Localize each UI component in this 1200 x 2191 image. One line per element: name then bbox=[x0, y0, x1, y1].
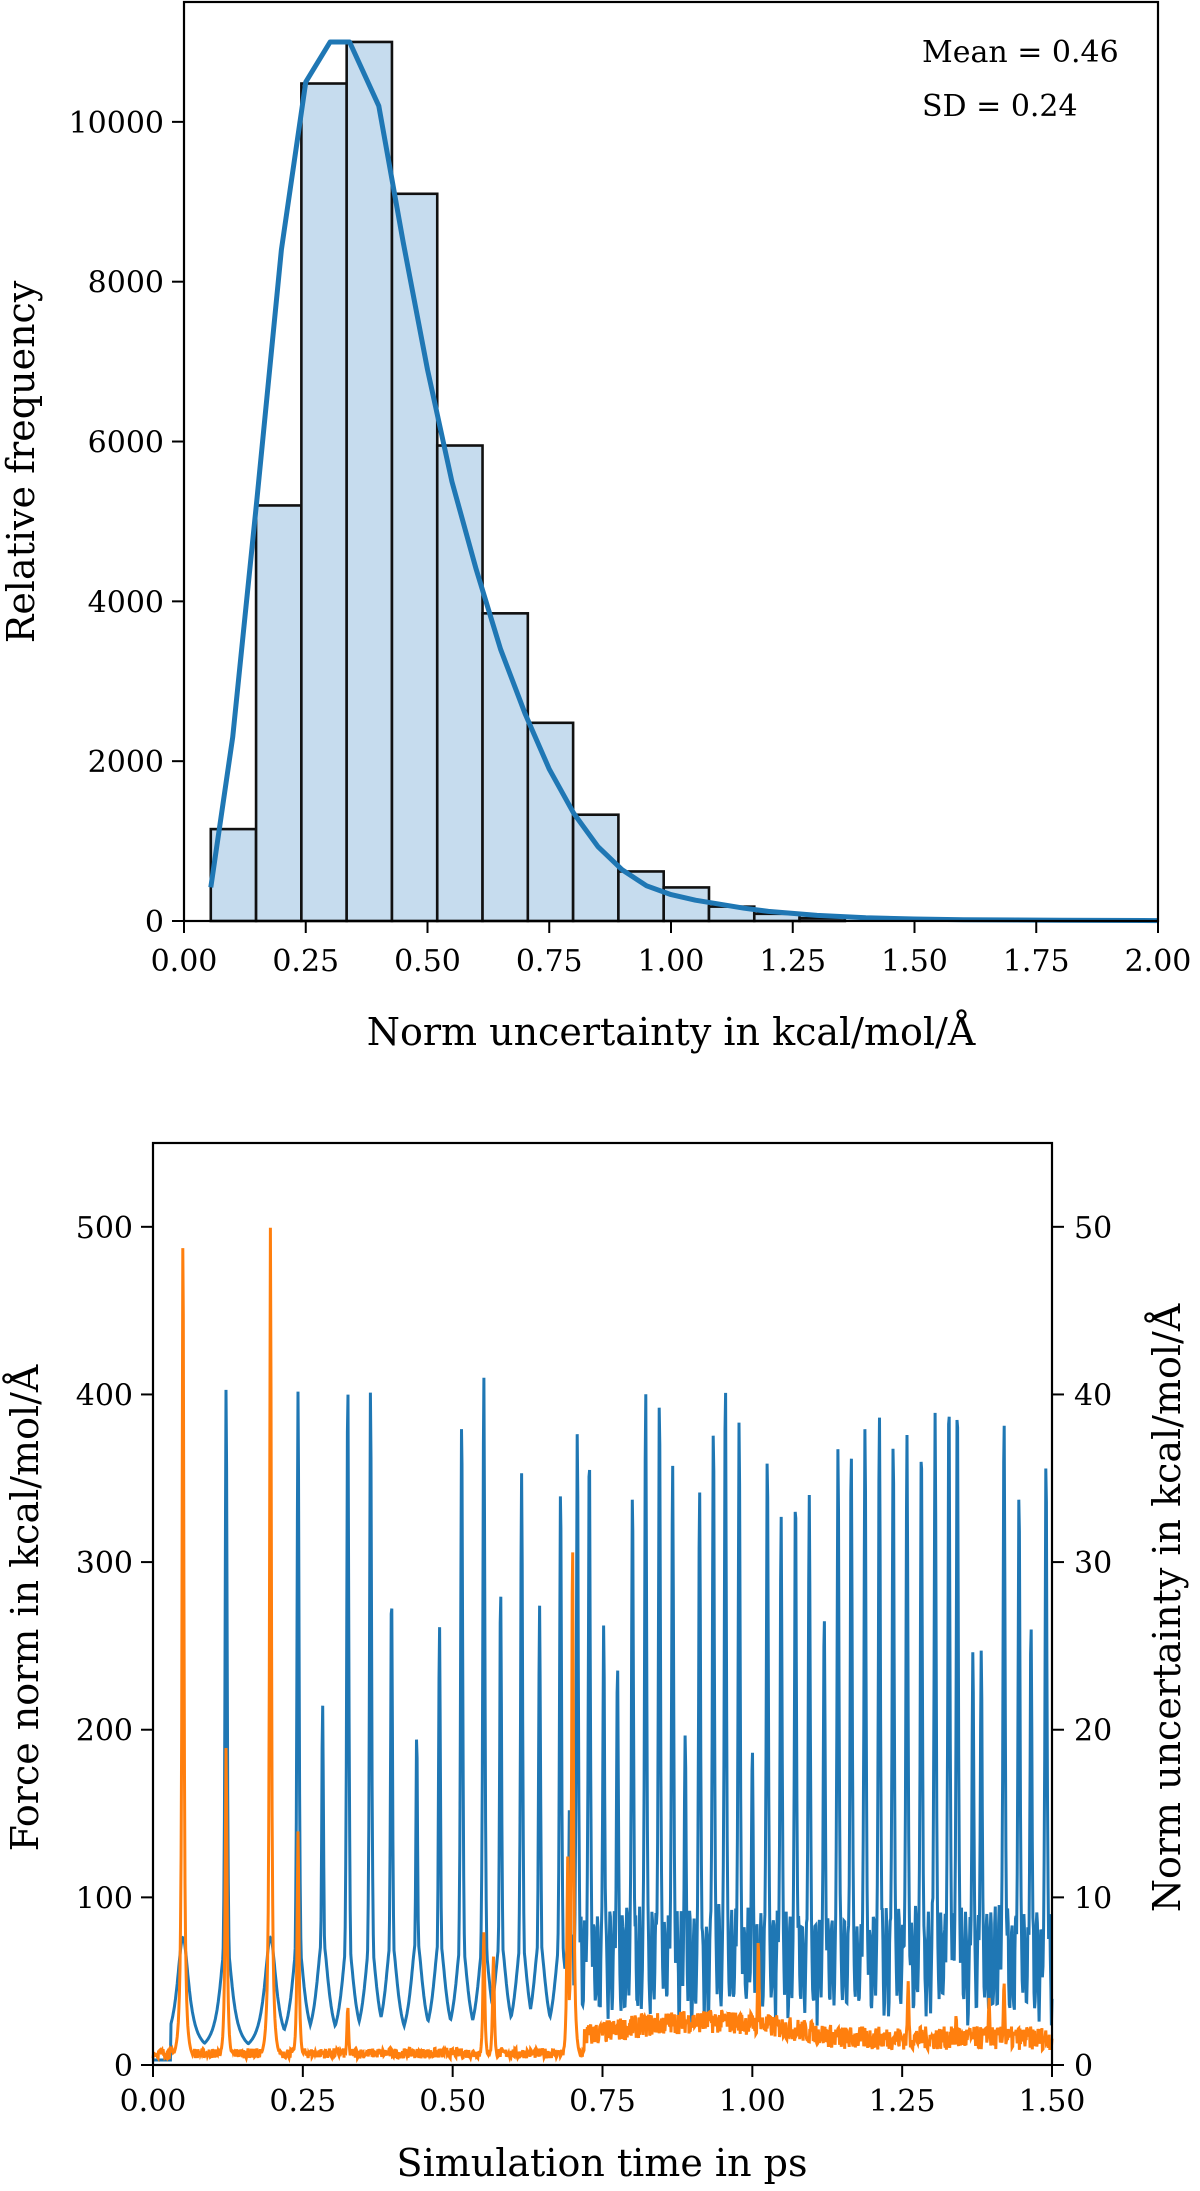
histogram-bar-2 bbox=[300, 82, 348, 923]
histogram-y-tick-label-1: 2000 bbox=[88, 745, 164, 780]
histogram-x-tick-label-4: 1.00 bbox=[638, 944, 705, 979]
timeseries-x-tick-label-0: 0.00 bbox=[120, 2084, 187, 2119]
histogram-x-tick-label-1: 0.25 bbox=[272, 944, 339, 979]
timeseries-left-tick-label-2: 200 bbox=[76, 1714, 133, 1749]
timeseries-x-tick-label-5: 1.25 bbox=[869, 2084, 936, 2119]
timeseries-right-y-axis-label: Norm uncertainty in kcal/mol/Å bbox=[1145, 1303, 1189, 1912]
histogram-bar-1 bbox=[254, 504, 303, 923]
timeseries-x-tick-label-2: 0.50 bbox=[419, 2084, 486, 2119]
timeseries-right-tick-label-2: 20 bbox=[1074, 1714, 1112, 1749]
timeseries-right-tick-label-4: 40 bbox=[1074, 1378, 1112, 1413]
timeseries-left-tick-label-4: 400 bbox=[76, 1378, 133, 1413]
timeseries-right-y-ticks: 0 10 20 30 40 50 bbox=[1052, 1211, 1112, 2084]
histogram-bar-9 bbox=[617, 870, 665, 923]
histogram-x-tick-label-3: 0.75 bbox=[516, 944, 583, 979]
timeseries-left-tick-label-3: 300 bbox=[76, 1546, 133, 1581]
histogram-x-tick-label-2: 0.50 bbox=[394, 944, 461, 979]
timeseries-left-tick-label-1: 100 bbox=[76, 1881, 133, 1916]
timeseries-right-tick-label-1: 10 bbox=[1074, 1881, 1112, 1916]
timeseries-left-tick-label-5: 500 bbox=[76, 1211, 133, 1246]
histogram-x-axis-label: Norm uncertainty in kcal/mol/Å bbox=[367, 1010, 976, 1054]
timeseries-right-tick-label-0: 0 bbox=[1074, 2049, 1093, 2084]
timeseries-left-tick-label-0: 0 bbox=[114, 2049, 133, 2084]
histogram-y-tick-label-4: 8000 bbox=[88, 266, 164, 301]
histogram-bars bbox=[209, 40, 847, 923]
timeseries-x-tick-label-6: 1.50 bbox=[1019, 2084, 1086, 2119]
histogram-bar-8 bbox=[571, 813, 620, 923]
timeseries-left-y-axis-label: Force norm in kcal/mol/Å bbox=[3, 1364, 47, 1851]
timeseries-x-tick-label-1: 0.25 bbox=[269, 2084, 336, 2119]
histogram-x-tick-label-7: 1.75 bbox=[1003, 944, 1070, 979]
histogram-x-tick-label-0: 0.00 bbox=[151, 944, 218, 979]
histogram-y-tick-label-0: 0 bbox=[145, 905, 164, 940]
histogram-y-tick-label-3: 6000 bbox=[88, 426, 164, 461]
sd-annotation: SD = 0.24 bbox=[922, 89, 1078, 124]
uncertainty-series bbox=[151, 1227, 1054, 2064]
force-norm-series bbox=[153, 1377, 1054, 2062]
histogram-x-tick-label-6: 1.50 bbox=[881, 944, 948, 979]
timeseries-panel: 0.00 0.25 0.50 0.75 1.00 1.25 1.50 01002003004… bbox=[3, 1141, 1189, 2185]
histogram-x-ticks: 0.00 0.25 0.50 0.75 1.00 1.25 1.50 1.75 2.00 bbox=[151, 921, 1192, 979]
timeseries-x-tick-label-3: 0.75 bbox=[569, 2084, 636, 2119]
histogram-y-tick-label-2: 4000 bbox=[88, 585, 164, 620]
mean-annotation: Mean = 0.46 bbox=[922, 35, 1119, 70]
histogram-x-tick-label-5: 1.25 bbox=[759, 944, 826, 979]
histogram-panel: 0.00 0.25 0.50 0.75 1.00 1.25 1.50 1.75 2.00 0 20… bbox=[0, 0, 1192, 1054]
density-curve bbox=[208, 39, 1159, 924]
histogram-bar-3 bbox=[345, 40, 394, 923]
histogram-y-tick-label-5: 10000 bbox=[69, 106, 164, 141]
timeseries-x-axis-label: Simulation time in ps bbox=[397, 2141, 808, 2185]
timeseries-left-y-ticks: 0 100 200 300 400 500 bbox=[76, 1211, 153, 2084]
timeseries-right-tick-label-5: 50 bbox=[1074, 1211, 1112, 1246]
histogram-y-ticks: 0 2000 4000 6000 8000 10000 bbox=[69, 106, 184, 940]
timeseries-right-tick-label-3: 30 bbox=[1074, 1546, 1112, 1581]
timeseries-x-ticks: 0.00 0.25 0.50 0.75 1.00 1.25 1.50 bbox=[120, 2065, 1086, 2119]
histogram-y-axis-label: Relative frequency bbox=[0, 280, 43, 643]
histogram-x-tick-label-8: 2.00 bbox=[1125, 944, 1192, 979]
histogram-bar-7 bbox=[526, 721, 575, 923]
timeseries-x-tick-label-4: 1.00 bbox=[719, 2084, 786, 2119]
